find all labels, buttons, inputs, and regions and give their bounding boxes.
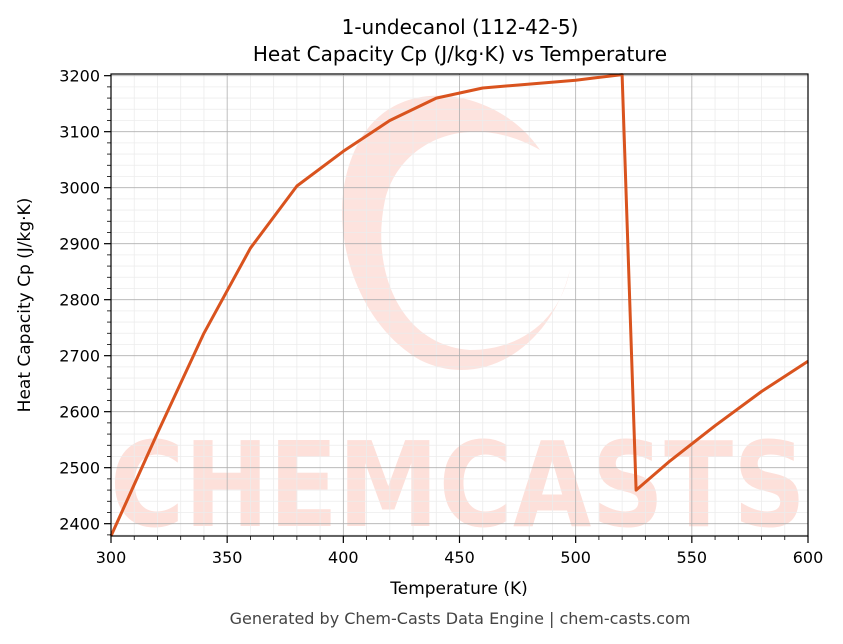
- y-axis: 2400 2500 2600 2700 2800 2900 3000 3100 3200: [59, 67, 111, 536]
- x-tick-label: 350: [212, 548, 243, 567]
- x-tick-label: 600: [793, 548, 824, 567]
- chart-title-line2: Heat Capacity Cp (J/kg·K) vs Temperature: [253, 42, 667, 66]
- y-tick-label: 3200: [59, 67, 100, 86]
- watermark-swirl-icon: [342, 95, 570, 370]
- x-tick-label: 500: [560, 548, 591, 567]
- y-tick-label: 2800: [59, 291, 100, 310]
- x-tick-label: 300: [96, 548, 127, 567]
- x-tick-label: 450: [444, 548, 475, 567]
- x-tick-label: 550: [677, 548, 708, 567]
- watermark-text: CHEMCASTS: [110, 416, 806, 554]
- y-tick-label: 3100: [59, 123, 100, 142]
- y-tick-label: 2600: [59, 403, 100, 422]
- x-axis-label: Temperature (K): [389, 579, 528, 599]
- y-tick-label: 3000: [59, 179, 100, 198]
- series-line: [109, 73, 809, 537]
- y-tick-label: 2500: [59, 459, 100, 478]
- y-tick-label: 2900: [59, 235, 100, 254]
- y-tick-label: 2400: [59, 515, 100, 534]
- watermark: CHEMCASTS: [110, 95, 806, 554]
- y-axis-label: Heat Capacity Cp (J/kg·K): [15, 198, 35, 413]
- x-axis: 300 350 400 450 500 550 600: [96, 536, 824, 567]
- footer-text: Generated by Chem-Casts Data Engine | ch…: [230, 609, 691, 628]
- y-tick-label: 2700: [59, 347, 100, 366]
- x-tick-label: 400: [328, 548, 359, 567]
- chart-title-line1: 1-undecanol (112-42-5): [342, 15, 579, 39]
